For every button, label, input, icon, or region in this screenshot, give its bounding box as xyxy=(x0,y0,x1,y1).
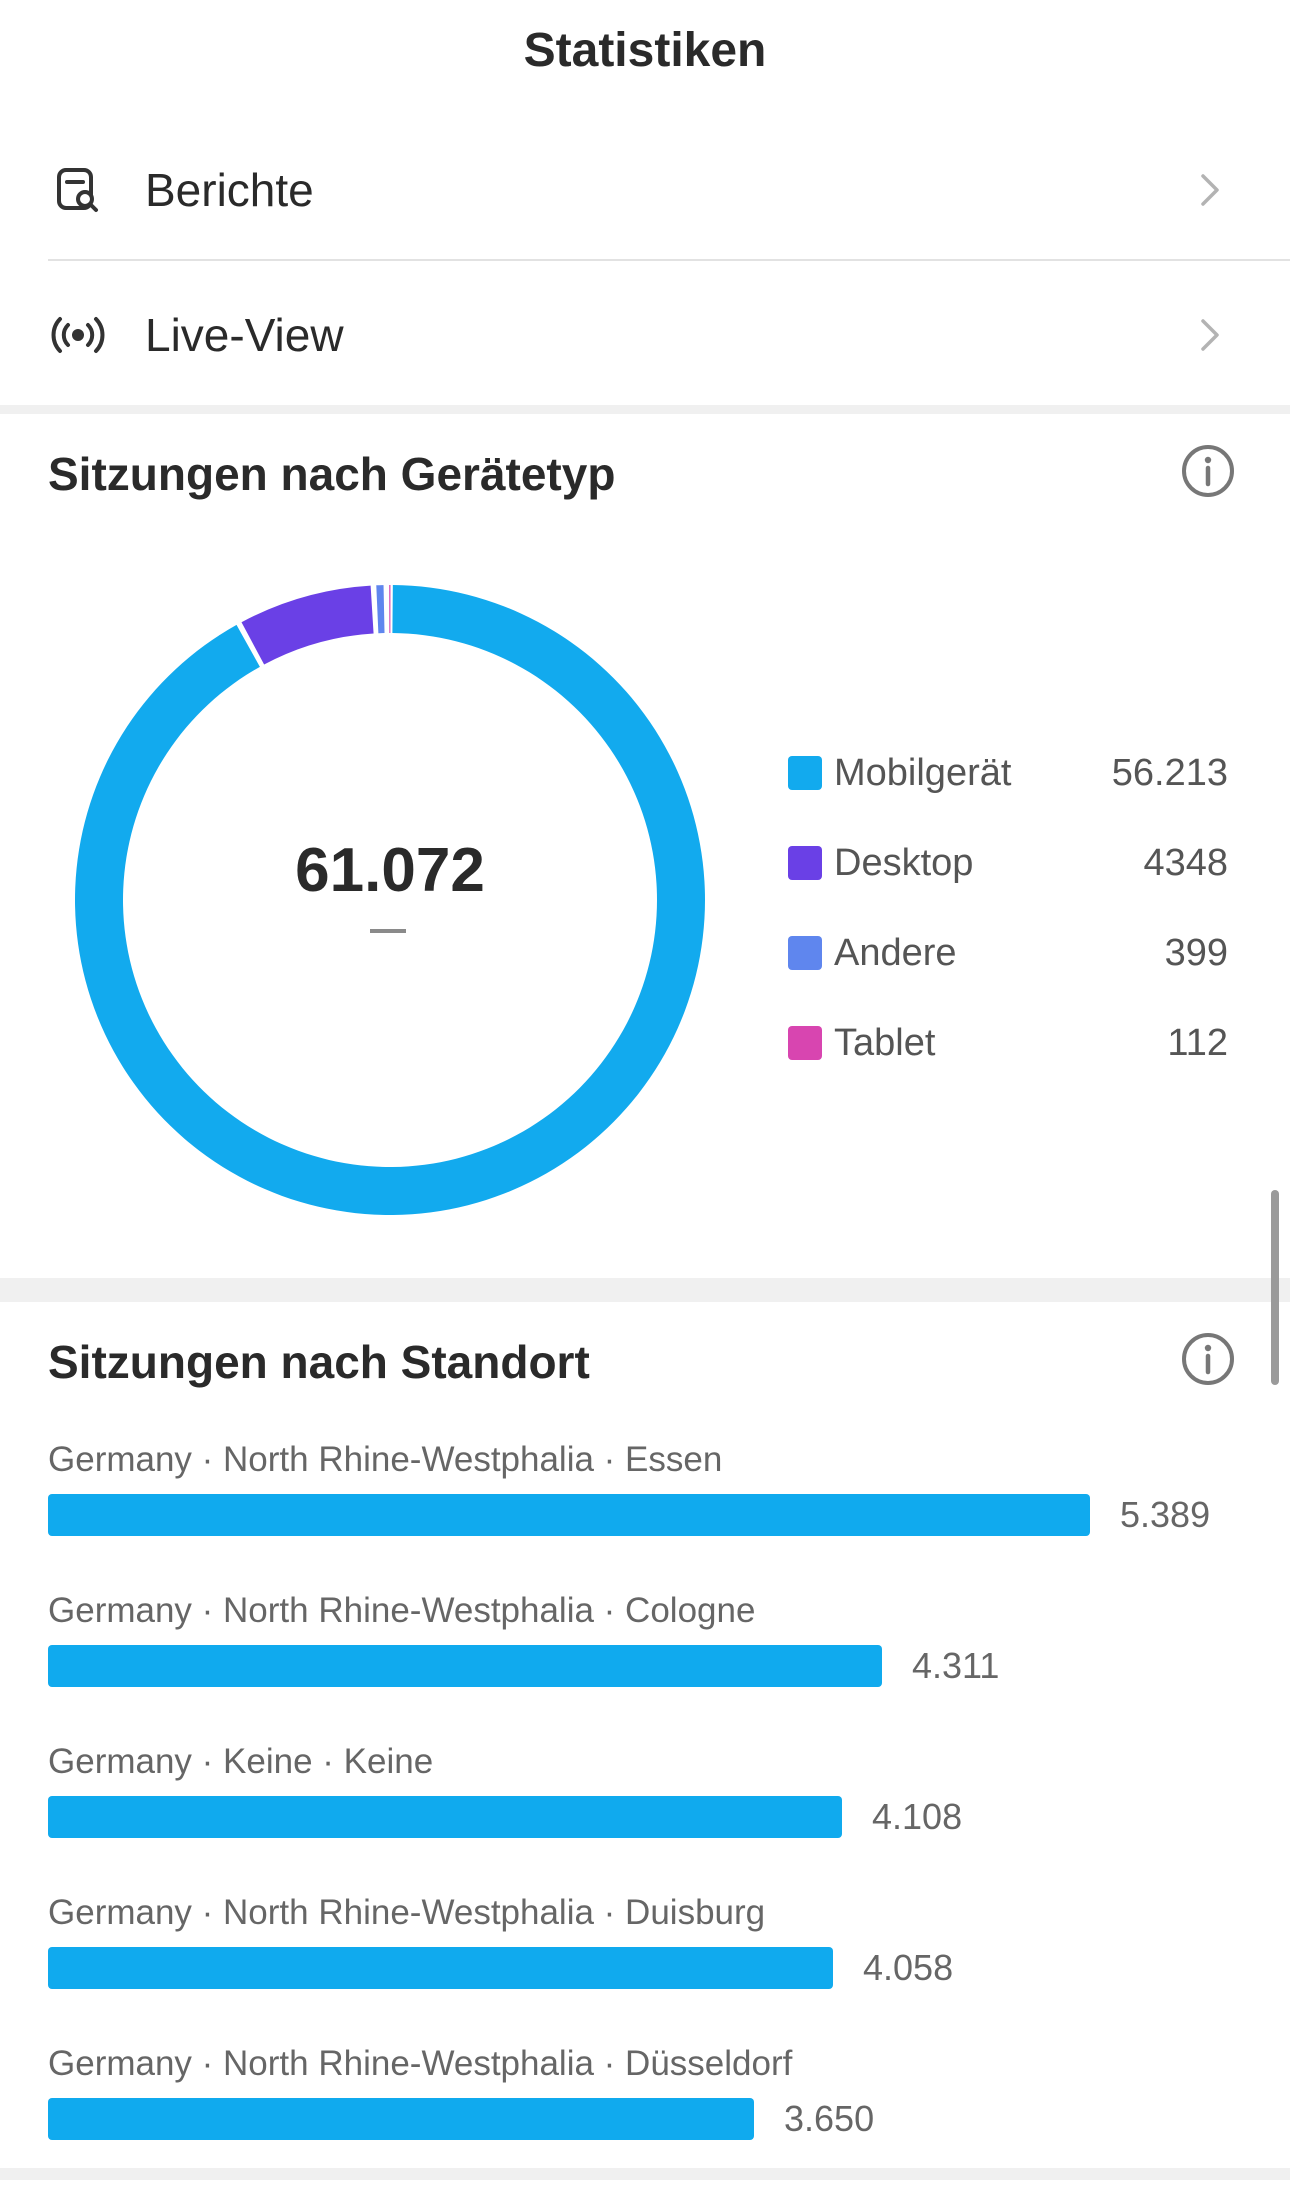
legend-swatch xyxy=(788,936,822,970)
legend-value: 399 xyxy=(1164,931,1228,974)
section-separator xyxy=(0,405,1290,414)
location-bar xyxy=(48,1494,1090,1536)
scrollbar[interactable] xyxy=(1271,1190,1279,1385)
nav-item-live-view[interactable]: Live-View xyxy=(0,265,1290,405)
broadcast-icon xyxy=(50,307,106,363)
legend-item-mobile[interactable]: Mobilgerät 56.213 xyxy=(788,728,1228,818)
location-value: 3.650 xyxy=(784,2098,875,2139)
donut-slice-tablet[interactable] xyxy=(389,585,391,634)
device-card-title: Sitzungen nach Gerätetyp xyxy=(48,448,616,500)
legend-swatch xyxy=(788,1026,822,1060)
legend-value: 56.213 xyxy=(1111,751,1228,794)
location-value: 4.311 xyxy=(912,1645,1000,1686)
location-row[interactable]: Germany · North Rhine-Westphalia · Duisb… xyxy=(48,1893,1248,2044)
location-value: 4.058 xyxy=(863,1947,954,1988)
legend-item-other[interactable]: Andere 399 xyxy=(788,908,1228,998)
legend-swatch xyxy=(788,756,822,790)
donut-svg xyxy=(75,585,706,1215)
donut-dash xyxy=(370,929,406,933)
divider xyxy=(48,259,1290,261)
location-card-title: Sitzungen nach Standort xyxy=(48,1336,590,1388)
legend-value: 4348 xyxy=(1143,841,1228,884)
legend-swatch xyxy=(788,846,822,880)
legend-label: Tablet xyxy=(834,1021,936,1064)
device-legend: Mobilgerät 56.213 Desktop 4348 Andere 39… xyxy=(788,728,1228,1088)
location-bar xyxy=(48,1947,833,1989)
location-label: Germany · North Rhine-Westphalia · Colog… xyxy=(48,1591,756,1630)
info-icon[interactable] xyxy=(1180,1331,1236,1387)
device-donut-chart xyxy=(70,580,710,1220)
chevron-right-icon xyxy=(1190,170,1230,210)
location-label: Germany · North Rhine-Westphalia · Essen xyxy=(48,1440,723,1479)
legend-value: 112 xyxy=(1167,1021,1228,1064)
location-label: Germany · North Rhine-Westphalia · Duisb… xyxy=(48,1893,766,1932)
donut-slice-other[interactable] xyxy=(376,585,385,634)
location-row[interactable]: Germany · North Rhine-Westphalia · Düsse… xyxy=(48,2044,1248,2195)
location-list: Germany · North Rhine-Westphalia · Essen… xyxy=(48,1440,1248,2195)
location-value: 5.389 xyxy=(1120,1494,1211,1535)
legend-item-desktop[interactable]: Desktop 4348 xyxy=(788,818,1228,908)
section-separator xyxy=(0,2168,1290,2180)
header: Statistiken xyxy=(0,0,1290,110)
section-separator xyxy=(0,1278,1290,1302)
legend-item-tablet[interactable]: Tablet 112 xyxy=(788,998,1228,1088)
legend-label: Desktop xyxy=(834,841,974,884)
location-label: Germany · North Rhine-Westphalia · Düsse… xyxy=(48,2044,793,2083)
location-bar xyxy=(48,2098,754,2140)
location-row[interactable]: Germany · North Rhine-Westphalia · Essen… xyxy=(48,1440,1248,1591)
location-bar xyxy=(48,1645,882,1687)
legend-label: Andere xyxy=(834,931,957,974)
nav-item-label: Berichte xyxy=(145,164,314,216)
location-row[interactable]: Germany · Keine · Keine 4.108 xyxy=(48,1742,1248,1893)
location-label: Germany · Keine · Keine xyxy=(48,1742,434,1781)
legend-label: Mobilgerät xyxy=(834,751,1012,794)
location-row[interactable]: Germany · North Rhine-Westphalia · Colog… xyxy=(48,1591,1248,1742)
chevron-right-icon xyxy=(1190,315,1230,355)
info-icon[interactable] xyxy=(1180,443,1236,499)
location-value: 4.108 xyxy=(872,1796,963,1837)
location-bar xyxy=(48,1796,842,1838)
page-title: Statistiken xyxy=(523,23,767,77)
nav-item-reports[interactable]: Berichte xyxy=(0,120,1290,260)
nav-item-label: Live-View xyxy=(145,309,344,361)
donut-slice-desktop[interactable] xyxy=(241,585,374,665)
donut-total-value: 61.072 xyxy=(295,836,485,905)
report-search-icon xyxy=(50,162,106,218)
